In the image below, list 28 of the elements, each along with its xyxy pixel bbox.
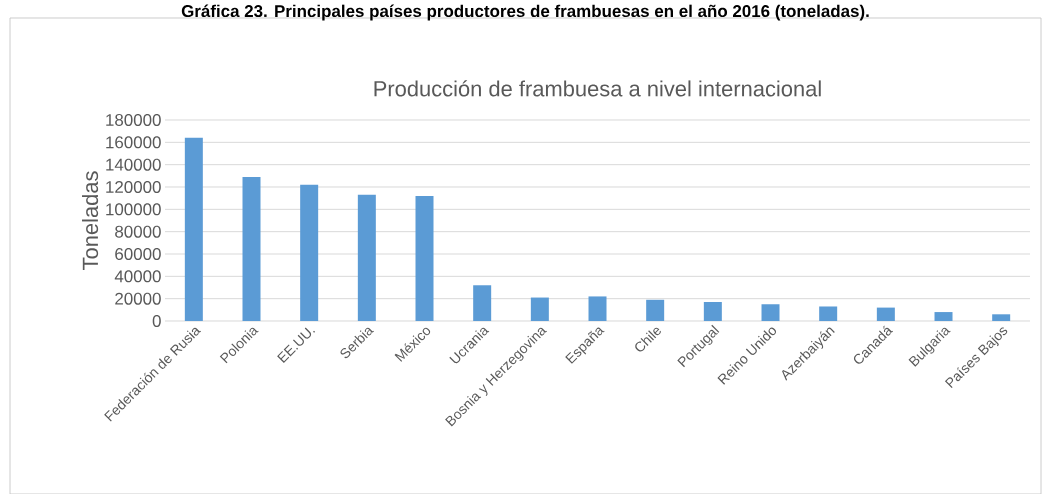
y-tick-label: 0 [152,315,161,327]
bar [415,195,434,321]
bar [357,194,376,321]
bar [761,304,780,321]
bar [992,314,1011,321]
text: Gráfica 23. Principales países productores de frambuesas en el año 2016 (toneladas). [181,4,869,21]
bar [646,299,665,321]
chart-title: Producción de frambuesa a nivel internacional [374,80,821,97]
y-tick-label: 180000 [106,114,161,126]
y-tick-label: 120000 [106,181,161,193]
y-axis-title: Toneladas [82,171,99,270]
y-tick-label: 160000 [106,136,161,149]
y-tick-label: 140000 [106,158,161,171]
bar [300,184,319,321]
bar [184,137,203,321]
bar [242,176,261,321]
y-tick-label: 40000 [114,270,161,283]
y-tick-label: 60000 [115,248,161,260]
bar [588,296,607,321]
bar [703,302,722,321]
bar [473,285,492,321]
bar [934,312,953,321]
bar [530,297,549,321]
bar [876,307,895,321]
y-tick-label: 100000 [106,203,161,216]
y-tick-label: 20000 [115,292,161,305]
bar [819,306,838,321]
y-tick-label: 80000 [115,225,161,238]
